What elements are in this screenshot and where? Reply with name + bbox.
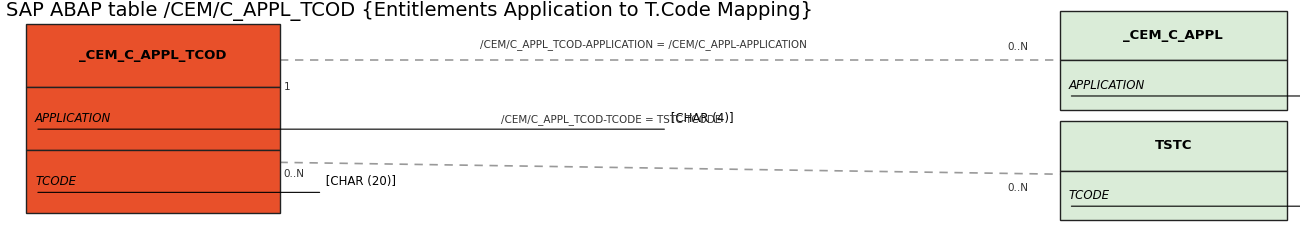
Text: SAP ABAP table /CEM/C_APPL_TCOD {Entitlements Application to T.Code Mapping}: SAP ABAP table /CEM/C_APPL_TCOD {Entitle… (6, 1, 814, 21)
Text: /CEM/C_APPL_TCOD-TCODE = TSTC-TCODE: /CEM/C_APPL_TCOD-TCODE = TSTC-TCODE (500, 114, 722, 125)
Text: TCODE: TCODE (1069, 189, 1110, 202)
Text: _CEM_C_APPL: _CEM_C_APPL (1123, 29, 1223, 42)
Bar (1060, 60, 1287, 110)
Bar (26, 150, 280, 213)
Bar (1060, 121, 1287, 171)
Text: TSTC: TSTC (1154, 139, 1192, 152)
Text: 1: 1 (283, 82, 290, 91)
Text: [CHAR (20)]: [CHAR (20)] (322, 175, 396, 188)
Text: APPLICATION: APPLICATION (35, 112, 112, 125)
Bar (1060, 171, 1287, 220)
Text: TCODE: TCODE (35, 175, 77, 188)
Text: 0..N: 0..N (283, 169, 304, 179)
Text: /CEM/C_APPL_TCOD-APPLICATION = /CEM/C_APPL-APPLICATION: /CEM/C_APPL_TCOD-APPLICATION = /CEM/C_AP… (480, 40, 807, 50)
Text: APPLICATION: APPLICATION (1069, 79, 1145, 92)
Bar (1060, 11, 1287, 60)
Text: _CEM_C_APPL_TCOD: _CEM_C_APPL_TCOD (79, 49, 226, 62)
Bar (26, 24, 280, 87)
Text: [CHAR (4)]: [CHAR (4)] (667, 112, 733, 125)
Text: 0..N: 0..N (1008, 183, 1028, 193)
Text: 0..N: 0..N (1008, 42, 1028, 52)
Bar (26, 87, 280, 150)
